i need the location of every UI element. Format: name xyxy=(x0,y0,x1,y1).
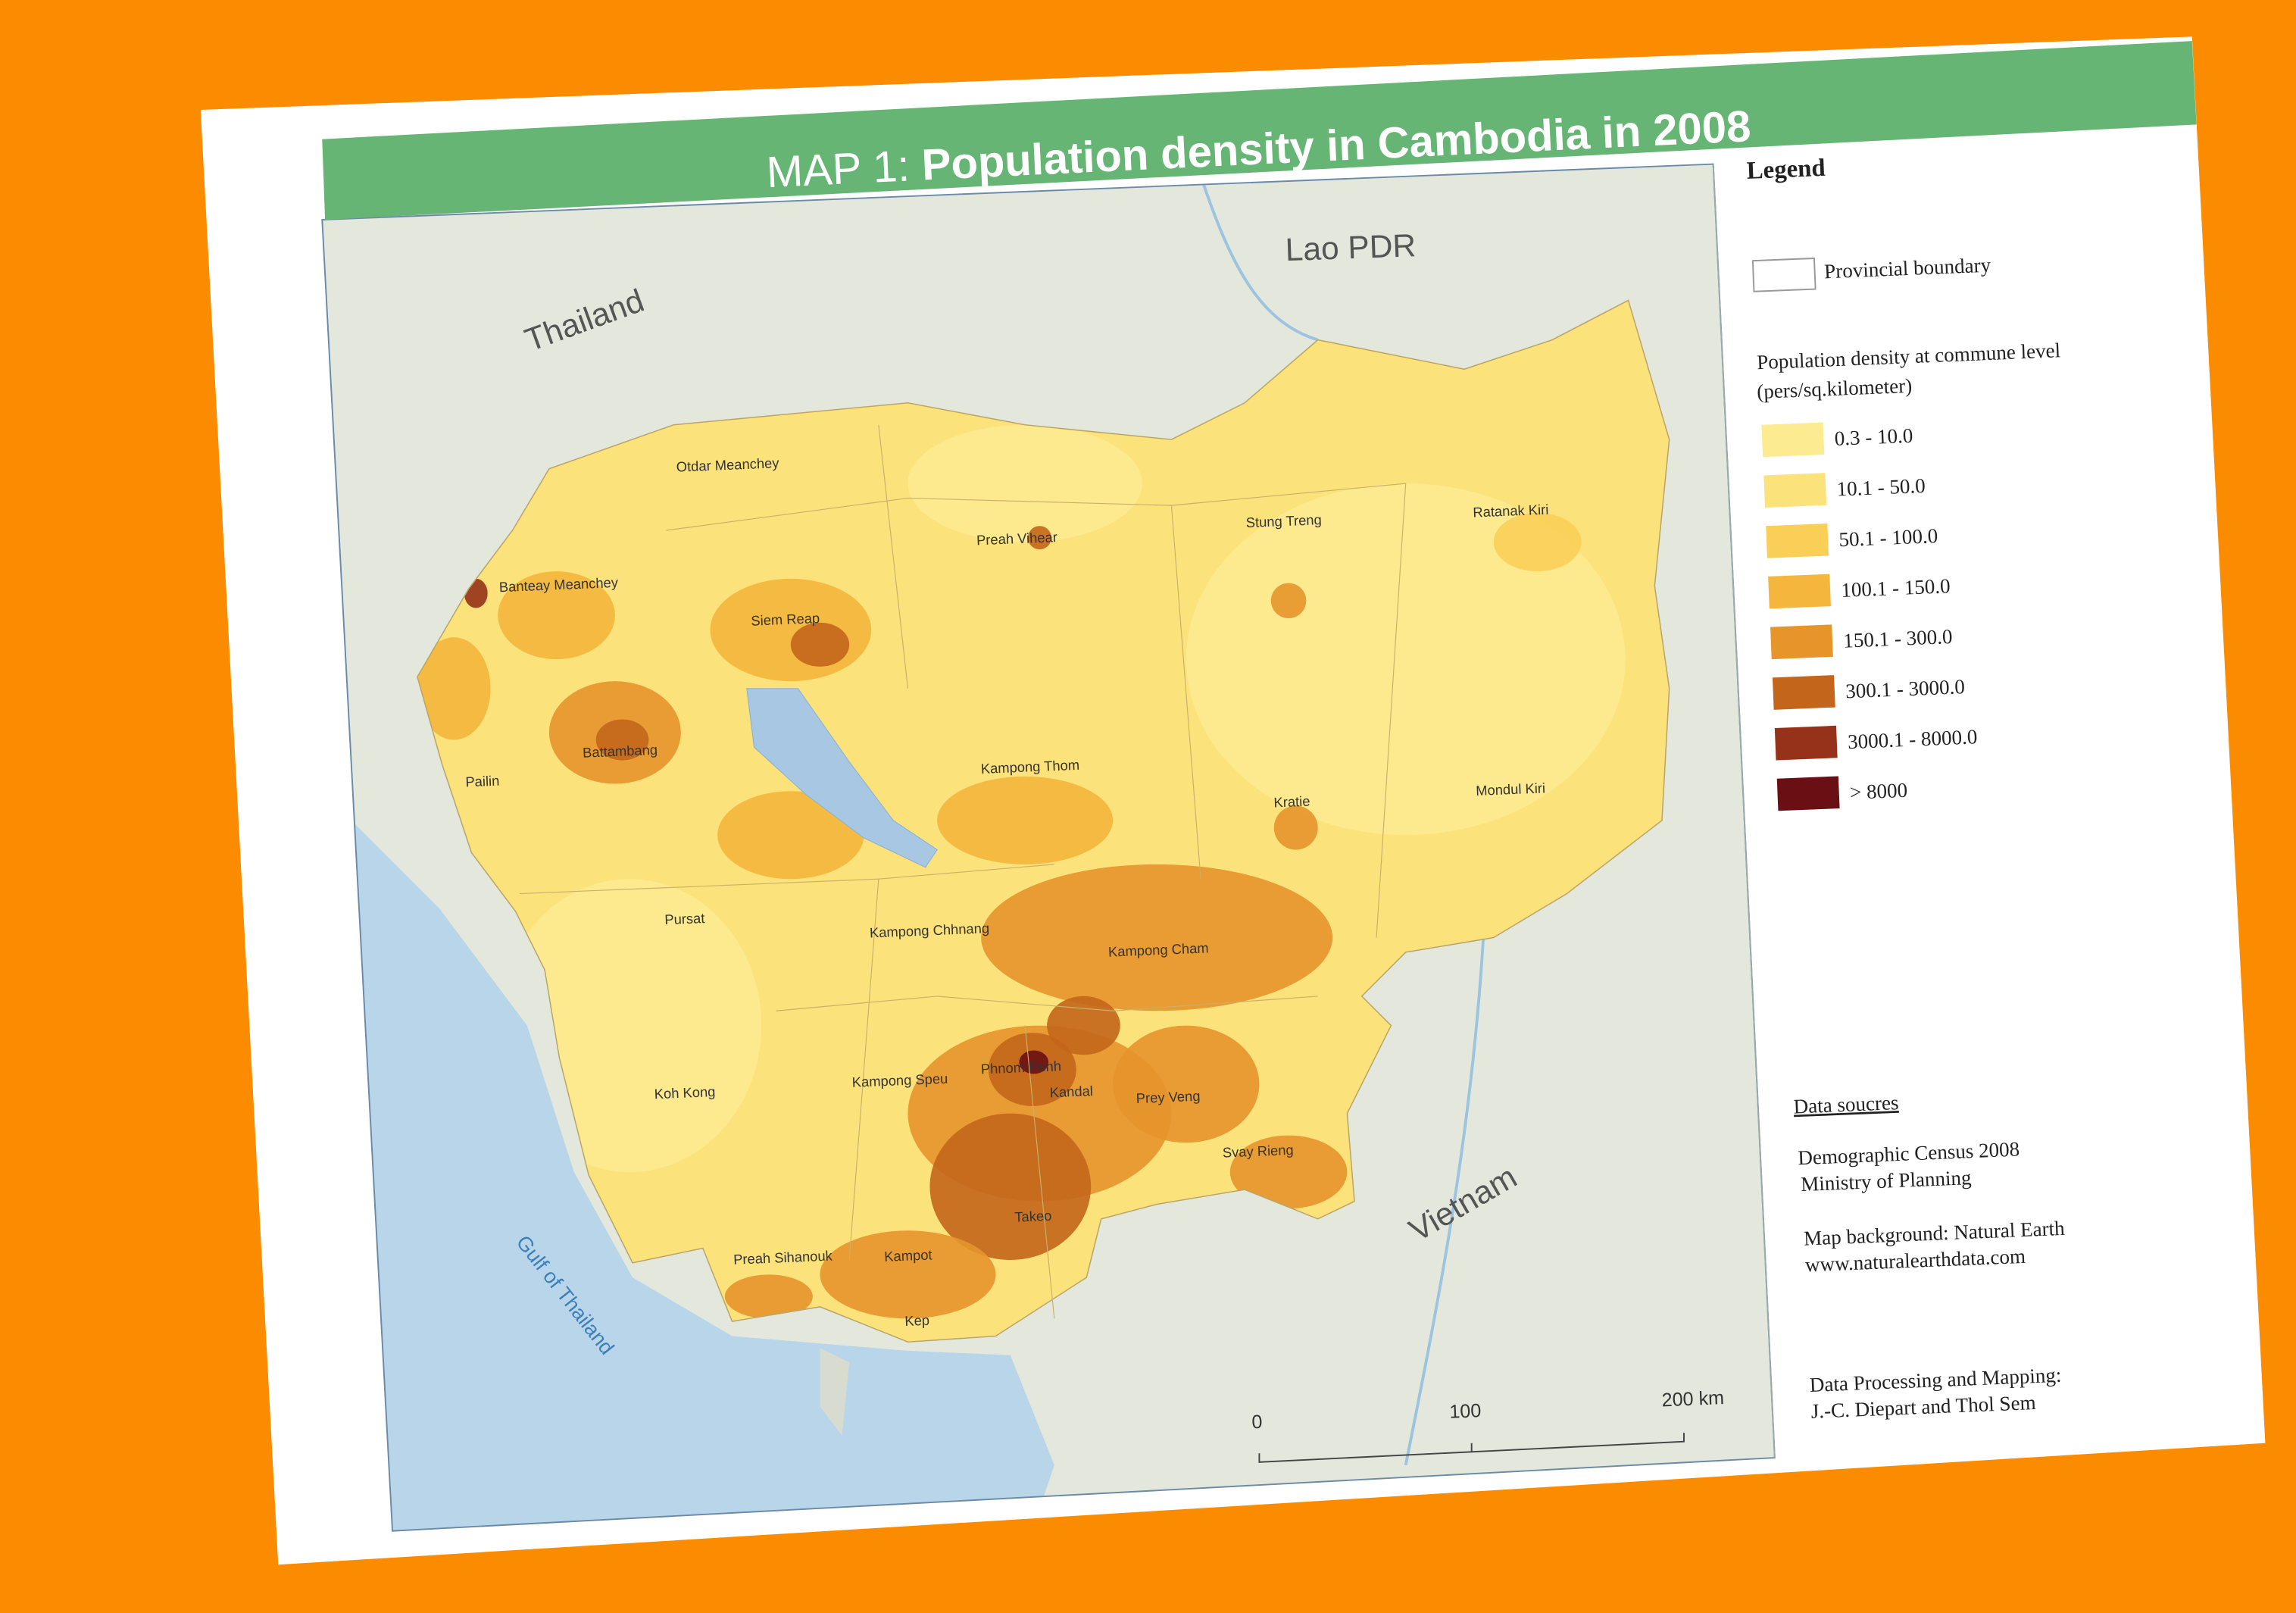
density-patch xyxy=(717,791,864,880)
density-patch xyxy=(417,637,491,740)
legend-swatch xyxy=(1761,422,1825,458)
density-patch xyxy=(1019,1050,1049,1074)
province-label: Takeo xyxy=(1014,1208,1052,1225)
density-patch xyxy=(820,1230,996,1319)
density-patch xyxy=(498,571,615,660)
legend-class-label: 50.1 - 100.0 xyxy=(1838,524,1938,551)
province-label: Kampong Thom xyxy=(980,757,1079,777)
province-label: Kratie xyxy=(1273,793,1310,811)
tonle-sap-lake xyxy=(746,688,938,868)
density-patch xyxy=(790,622,850,667)
density-patch xyxy=(907,424,1142,542)
legend-divider xyxy=(1712,164,1776,1458)
legend-swatch xyxy=(1766,523,1829,558)
header-bar xyxy=(322,41,2197,220)
title-prefix: MAP 1: xyxy=(765,141,911,197)
legend-class-label: 100.1 - 150.0 xyxy=(1841,574,1951,602)
boundary-swatch xyxy=(1751,257,1816,292)
province-label: Stung Treng xyxy=(1245,511,1322,530)
province-label: Kampot xyxy=(884,1246,932,1264)
province-label: Prey Veng xyxy=(1136,1088,1200,1106)
density-patch xyxy=(1270,583,1307,619)
legend-swatch xyxy=(1768,574,1831,609)
sea xyxy=(322,791,1054,1531)
province-label: Phnom Penh xyxy=(980,1058,1061,1077)
province-label: Kandal xyxy=(1049,1083,1093,1100)
island xyxy=(820,1348,850,1436)
scale-label: 100 xyxy=(1449,1400,1482,1423)
province-label: Ratanak Kiri xyxy=(1473,502,1549,520)
density-patch xyxy=(1273,805,1318,850)
province-label: Kampong Speu xyxy=(851,1071,948,1090)
province-label: Koh Kong xyxy=(654,1083,715,1102)
legend-class-label: 3000.1 - 8000.0 xyxy=(1848,725,1978,753)
province-label: Preah Vihear xyxy=(976,529,1058,548)
province-label: Mondul Kiri xyxy=(1476,780,1546,799)
legend-class-label: 300.1 - 3000.0 xyxy=(1845,675,1966,702)
province-label: Pursat xyxy=(664,910,705,927)
density-patch xyxy=(1229,1135,1348,1209)
country-outline xyxy=(417,299,1670,1343)
legend-class-label: 0.3 - 10.0 xyxy=(1834,424,1913,450)
scale-label: 0 xyxy=(1251,1411,1263,1433)
province-label: Siem Reap xyxy=(751,610,820,629)
scale-label: 200 km xyxy=(1661,1387,1724,1411)
province-boundaries xyxy=(520,424,1407,1319)
legend-swatch xyxy=(1763,473,1827,508)
density-patch xyxy=(981,864,1333,1011)
province-label: Battambang xyxy=(583,742,658,761)
scale-bar xyxy=(1258,1433,1685,1463)
legend-class-label: 150.1 - 300.0 xyxy=(1843,625,1953,652)
sources-heading: Data soucres xyxy=(1793,1091,1899,1118)
density-patch xyxy=(1493,512,1582,572)
density-patch xyxy=(724,1274,813,1319)
density-patch xyxy=(710,578,872,682)
legend-class-label: 10.1 - 50.0 xyxy=(1836,474,1926,501)
legend-swatch xyxy=(1772,675,1835,710)
legend-swatch xyxy=(1774,725,1838,761)
legend-class-label: > 8000 xyxy=(1849,779,1907,804)
density-patch xyxy=(937,776,1114,864)
density-patch xyxy=(929,1113,1092,1260)
legend-swatch xyxy=(1770,624,1833,660)
density-patch xyxy=(1027,526,1051,550)
density-patch xyxy=(1047,996,1120,1055)
country-label: Lao PDR xyxy=(1285,227,1417,268)
province-label: Pailin xyxy=(465,773,500,790)
map-area xyxy=(322,164,1775,1531)
density-patch xyxy=(595,719,649,761)
legend-title: Legend xyxy=(1746,155,1826,185)
density-patch xyxy=(1185,483,1626,836)
province-label: Svay Rieng xyxy=(1222,1142,1294,1161)
province-label: Preah Sihanouk xyxy=(733,1248,833,1268)
province-label: Kep xyxy=(904,1312,929,1329)
legend-swatch xyxy=(1776,776,1840,811)
